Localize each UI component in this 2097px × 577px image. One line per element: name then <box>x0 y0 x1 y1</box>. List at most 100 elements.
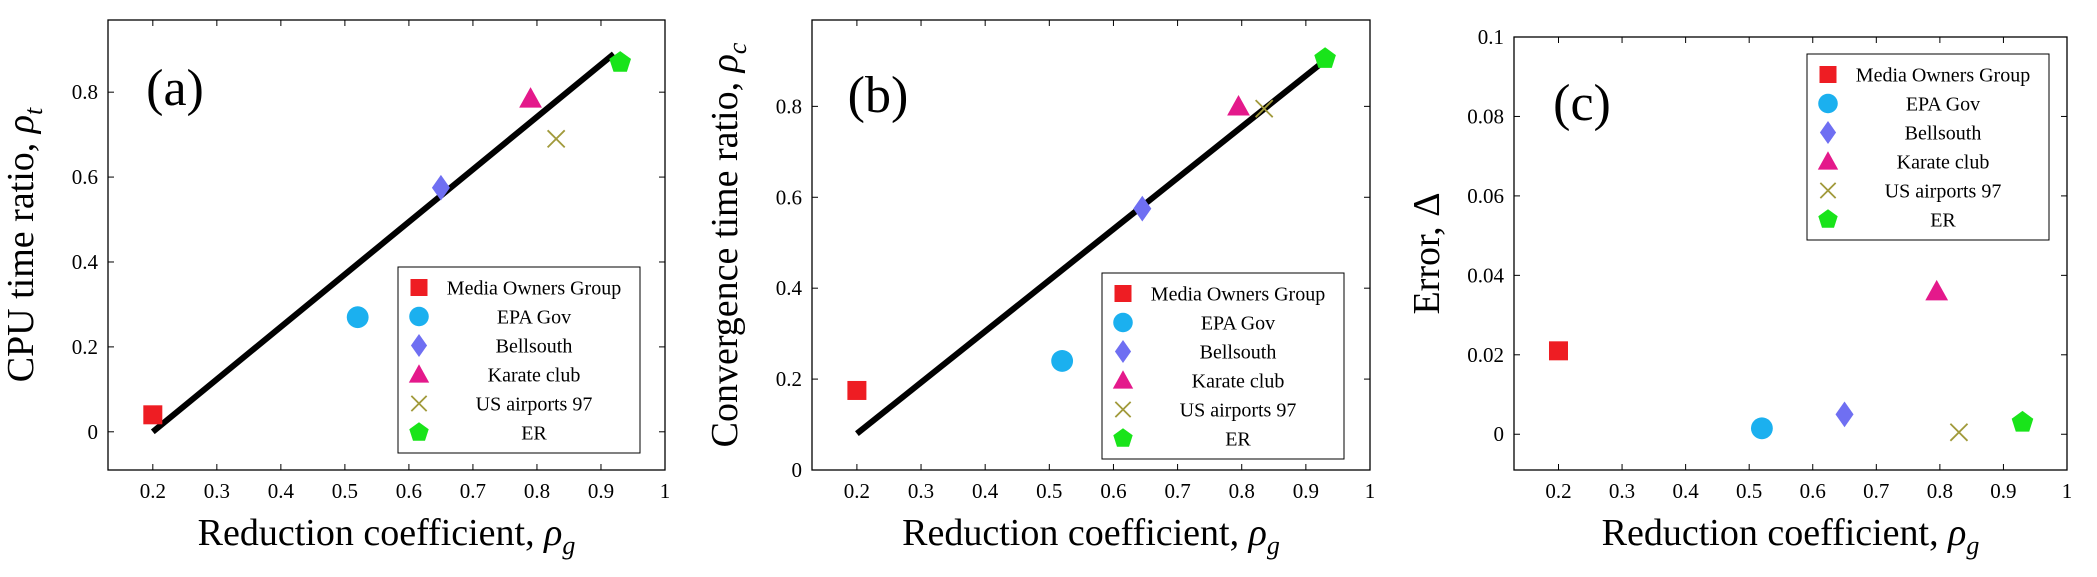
y-tick-label: 0.6 <box>776 185 802 209</box>
legend-marker-diamond <box>410 334 428 357</box>
x-tick-label: 0.6 <box>1100 479 1126 503</box>
legend-marker-diamond <box>1819 121 1837 144</box>
x-tick-label: 0.7 <box>1863 479 1889 503</box>
legend-entry-label: US airports 97 <box>1885 181 2002 203</box>
y-tick-label: 0.08 <box>1467 104 1504 128</box>
x-tick-label: 0.5 <box>1736 479 1762 503</box>
legend-box <box>397 266 641 454</box>
x-tick-label: 0.4 <box>268 479 295 503</box>
x-tick-label: 0.8 <box>1927 479 1953 503</box>
legend-entry-label: Bellsouth <box>1200 342 1277 364</box>
data-point-square <box>143 405 163 425</box>
data-point-circle <box>1750 417 1773 440</box>
x-tick-label: 0.3 <box>1609 479 1635 503</box>
legend: Media Owners Group EPA Gov Bellsouth Karate… <box>1806 53 2050 241</box>
data-point-pentagon <box>2011 410 2034 432</box>
legend-marker-cross <box>1114 401 1132 418</box>
y-tick-label: 0.2 <box>776 367 802 391</box>
axes-frame <box>1513 36 2068 471</box>
y-tick-label: 0.8 <box>72 80 98 104</box>
x-axis-label: Reduction coefficient, ρg <box>1602 512 1980 560</box>
x-tick-label: 0.5 <box>1036 479 1062 503</box>
data-point-circle <box>346 306 369 329</box>
panel-label: (a) <box>146 60 204 117</box>
x-tick-label: 1 <box>1365 479 1376 503</box>
x-tick-label: 0.3 <box>908 479 934 503</box>
legend-marker-pentagon <box>1113 428 1133 447</box>
x-tick-label: 0.2 <box>140 479 166 503</box>
x-tick-label: 0.4 <box>1672 479 1699 503</box>
data-point-cross <box>1254 99 1274 118</box>
y-axis-label: Error, Δ <box>1406 192 1448 314</box>
fit-line <box>150 51 616 435</box>
data-point-pentagon <box>1314 47 1336 68</box>
legend: Media Owners Group EPA Gov Bellsouth Karate… <box>1101 272 1345 460</box>
x-axis-label: Reduction coefficient, ρg <box>902 512 1280 560</box>
legend-entry-label: Bellsouth <box>496 336 573 358</box>
x-tick-label: 0.6 <box>1800 479 1826 503</box>
legend-marker-triangle <box>1112 370 1134 389</box>
data-point-triangle <box>1925 279 1949 301</box>
legend-marker-cross <box>410 395 428 412</box>
data-point-triangle <box>1227 94 1250 116</box>
x-tick-label: 0.2 <box>1545 479 1571 503</box>
y-tick-label: 0.04 <box>1467 263 1504 287</box>
legend-box <box>1101 272 1345 460</box>
legend-marker-square <box>1114 285 1132 302</box>
y-tick-label: 0.4 <box>72 250 99 274</box>
legend-marker-cross <box>1819 182 1837 199</box>
x-tick-label: 0.5 <box>332 479 358 503</box>
y-tick-label: 0.8 <box>776 94 802 118</box>
y-axis-label: Convergence time ratio, ρc <box>704 42 752 447</box>
data-point-triangle <box>519 87 542 108</box>
legend-marker-circle <box>1818 93 1838 114</box>
legend-entry-label: Media Owners Group <box>447 278 621 300</box>
panel-label: (c) <box>1553 75 1611 132</box>
legend-marker-triangle <box>1817 151 1839 170</box>
y-tick-label: 0.02 <box>1467 343 1504 367</box>
legend-box <box>1806 53 2050 241</box>
legend-entry-label: ER <box>1225 429 1251 451</box>
panel-label: (b) <box>848 67 909 124</box>
legend-entry-label: Karate club <box>488 365 581 387</box>
legend-entry-label: EPA Gov <box>497 307 571 329</box>
x-tick-label: 0.9 <box>1293 479 1319 503</box>
legend-marker-pentagon <box>409 422 429 441</box>
legend-entry-label: Media Owners Group <box>1856 65 2030 87</box>
legend-marker-square <box>1819 66 1837 83</box>
data-point-square <box>1548 341 1568 361</box>
legend-marker-circle <box>1113 312 1133 333</box>
legend-entry-label: Media Owners Group <box>1151 284 1325 306</box>
x-tick-label: 0.8 <box>1229 479 1255 503</box>
chart-panel-3: 0.2 0.3 0.4 0.5 0.6 0.7 0.8 0.9 1 0 0.02 0.04 0.06 0.… <box>1406 25 2072 560</box>
x-tick-label: 0.4 <box>972 479 999 503</box>
legend-entry-label: EPA Gov <box>1201 313 1275 335</box>
y-tick-label: 0 <box>792 458 803 482</box>
legend-entry-label: Karate club <box>1897 152 1990 174</box>
legend-entry-label: ER <box>1930 210 1956 232</box>
legend-entry-label: EPA Gov <box>1906 94 1980 116</box>
legend-entry-label: Karate club <box>1192 371 1285 393</box>
x-tick-label: 0.3 <box>204 479 230 503</box>
data-point-diamond <box>431 174 450 201</box>
legend-entry-label: ER <box>521 423 547 445</box>
data-point-circle <box>1051 349 1074 372</box>
x-tick-label: 0.7 <box>460 479 486 503</box>
legend-entry-label: Bellsouth <box>1905 123 1982 145</box>
legend: Media Owners Group EPA Gov Bellsouth Karate… <box>397 266 641 454</box>
axes-frame <box>811 19 1371 471</box>
y-tick-label: 0.2 <box>72 335 98 359</box>
x-tick-label: 0.8 <box>524 479 550 503</box>
data-point-square <box>847 380 867 400</box>
y-tick-label: 0.06 <box>1467 184 1504 208</box>
legend-marker-circle <box>409 306 429 327</box>
data-point-diamond <box>1133 195 1152 222</box>
x-tick-label: 0.9 <box>1990 479 2016 503</box>
y-tick-label: 0.4 <box>776 276 803 300</box>
chart-panel-1: 0.2 0.3 0.4 0.5 0.6 0.7 0.8 0.9 1 0 0.2 0.4 0.6 0.8 (a… <box>0 19 670 560</box>
x-tick-label: 0.2 <box>844 479 870 503</box>
y-tick-label: 0.1 <box>1478 25 1504 49</box>
data-point-cross <box>1949 423 1969 442</box>
x-tick-label: 0.9 <box>588 479 614 503</box>
